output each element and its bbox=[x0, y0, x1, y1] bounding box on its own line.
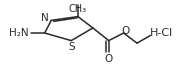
Text: O: O bbox=[121, 26, 130, 36]
Text: CH₃: CH₃ bbox=[69, 4, 87, 14]
Text: N: N bbox=[41, 13, 49, 23]
Text: S: S bbox=[68, 42, 75, 52]
Text: H-Cl: H-Cl bbox=[150, 28, 174, 38]
Text: H₂N: H₂N bbox=[9, 28, 29, 38]
Text: O: O bbox=[105, 54, 113, 64]
